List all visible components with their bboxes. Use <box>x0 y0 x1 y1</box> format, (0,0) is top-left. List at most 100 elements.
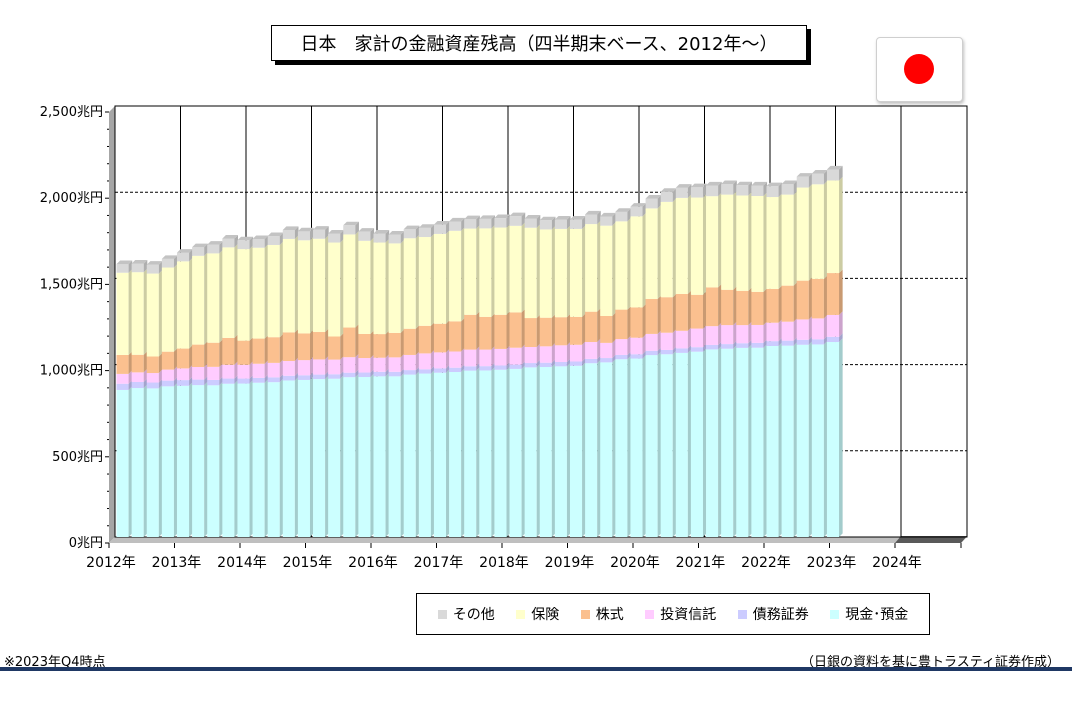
bar-segment <box>766 341 779 346</box>
bar-segment <box>418 373 431 537</box>
bar-segment-side <box>597 355 601 364</box>
bar-segment-side <box>249 361 254 379</box>
bar-segment <box>690 328 703 348</box>
bar-segment-side <box>627 351 632 360</box>
bar-segment-side <box>597 308 601 343</box>
bar-segment <box>509 347 522 365</box>
bar-segment <box>313 379 326 537</box>
bar-segment <box>494 218 507 228</box>
bar-segment <box>781 340 794 346</box>
legend-swatch <box>645 609 655 619</box>
bar-segment <box>615 309 628 340</box>
bar-segment-side <box>657 330 662 351</box>
bar-segment <box>252 377 265 383</box>
bar-segment <box>222 247 235 338</box>
bar-segment-side <box>702 193 707 295</box>
bar-segment-side <box>446 364 450 373</box>
bar-segment <box>388 234 401 244</box>
bar-segment <box>554 362 567 367</box>
bar-segment <box>645 350 658 356</box>
bar-segment <box>116 264 129 273</box>
bar-segment-side <box>279 359 284 378</box>
bar-segment-side <box>536 363 541 537</box>
bar-segment <box>161 351 174 370</box>
bar-segment <box>781 194 794 286</box>
bar-segment <box>146 273 159 357</box>
bar-segment <box>766 288 779 323</box>
y-tick-label: 2,000兆円 <box>40 191 103 206</box>
bar-segment <box>358 231 371 241</box>
bar-segment <box>706 344 719 350</box>
bar-top <box>192 243 208 248</box>
bar-segment-side <box>264 235 269 248</box>
bar-segment <box>207 366 220 380</box>
bar-top <box>796 173 813 177</box>
bar-segment-side <box>400 368 405 377</box>
bar-segment <box>464 314 477 350</box>
bar-segment <box>207 342 220 367</box>
bar-segment-side <box>763 321 768 343</box>
bar-segment <box>811 318 824 340</box>
bar-segment-side <box>536 224 541 319</box>
bar-segment <box>313 374 326 380</box>
legend-label: 保険 <box>531 607 560 623</box>
bar-segment-side <box>476 215 480 229</box>
bar-segment-side <box>733 180 737 195</box>
bar-segment <box>161 369 174 381</box>
bar-segment-side <box>219 241 223 254</box>
bar-segment-side <box>506 361 511 370</box>
bar-segment-side <box>793 342 798 537</box>
bar-top <box>207 241 223 245</box>
bar-segment-side <box>778 193 783 289</box>
bar-top <box>267 232 284 237</box>
bar-segment-side <box>582 362 586 537</box>
bar-segment-side <box>793 337 798 346</box>
bar-segment <box>630 337 643 355</box>
bar-segment-side <box>748 339 752 348</box>
bar-segment <box>479 228 492 317</box>
bar-segment-side <box>582 216 586 229</box>
bar-segment <box>192 344 205 368</box>
bar-segment <box>721 194 734 290</box>
bar-segment-side <box>234 334 239 365</box>
bar-segment-side <box>234 234 239 248</box>
bar-top <box>161 255 178 259</box>
y-tick-label: 2,500兆円 <box>40 105 103 120</box>
bar-segment <box>736 290 749 326</box>
bar-segment-side <box>506 223 511 315</box>
bar-segment <box>222 337 235 365</box>
bar-segment-side <box>763 339 768 348</box>
bar-segment <box>116 389 129 537</box>
bar-segment-side <box>733 321 737 345</box>
bar-segment <box>736 343 749 348</box>
bar-segment-side <box>128 380 133 390</box>
bar-segment-side <box>521 212 526 226</box>
bar-segment <box>313 229 326 239</box>
bar-segment <box>479 218 492 229</box>
bar-segment <box>328 374 341 379</box>
bar-segment-side <box>219 376 223 386</box>
y-tick-label: 500兆円 <box>52 450 103 465</box>
bar-segment-side <box>340 229 344 243</box>
y-tick-label: 0兆円 <box>69 536 103 551</box>
bar-segment-side <box>808 341 813 537</box>
bar-segment-side <box>566 313 571 346</box>
bar-segment <box>207 253 220 343</box>
bar-segment <box>554 317 567 346</box>
bar-segment-side <box>627 335 632 355</box>
bar-segment-side <box>612 339 616 359</box>
bar-segment-side <box>249 379 254 537</box>
bar-segment-side <box>446 230 450 324</box>
bar-segment <box>721 289 734 326</box>
bar-segment-side <box>566 341 571 363</box>
bar-segment-side <box>189 382 193 537</box>
bar-segment-side <box>718 192 722 288</box>
bar-segment-side <box>355 230 359 328</box>
x-tick-label: 2013年 <box>152 555 202 571</box>
bar-segment <box>131 388 144 537</box>
bar-segment-side <box>687 194 692 294</box>
bar-segment <box>328 378 341 537</box>
bar-segment <box>297 333 310 361</box>
bar-segment-side <box>839 333 843 343</box>
x-tick-label: 2020年 <box>610 555 660 571</box>
